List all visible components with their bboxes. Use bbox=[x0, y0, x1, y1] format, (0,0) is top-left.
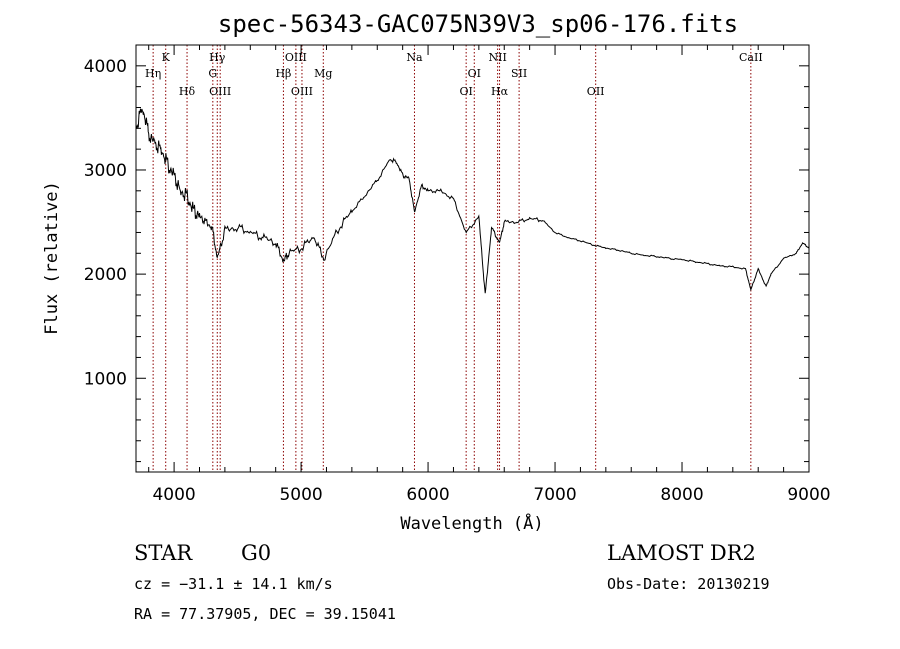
observation-date: Obs-Date: 20130219 bbox=[607, 575, 770, 593]
x-tick-label: 4000 bbox=[152, 485, 195, 505]
x-tick-label: 7000 bbox=[533, 485, 576, 505]
y-tick-label: 3000 bbox=[84, 161, 127, 181]
x-tick-label: 8000 bbox=[660, 485, 703, 505]
emission-line-labels: HηKHδHγGOIIIHβOIIIOIIIMgNaOIOINIIHαSIIOI… bbox=[145, 51, 763, 98]
x-tick-label: 6000 bbox=[406, 485, 449, 505]
object-subclass: G0 bbox=[241, 541, 271, 565]
x-tick-label: 5000 bbox=[279, 485, 322, 505]
x-axis-ticks: 4000 5000 6000 7000 8000 9000 bbox=[148, 45, 831, 505]
emission-line-markers bbox=[152, 45, 752, 472]
survey-name: LAMOST DR2 bbox=[607, 541, 756, 565]
x-axis-label: Wavelength (Å) bbox=[400, 512, 543, 534]
chart-title: spec-56343-GAC075N39V3_sp06-176.fits bbox=[218, 10, 738, 38]
x-tick-label: 9000 bbox=[787, 485, 830, 505]
y-tick-label: 2000 bbox=[84, 265, 127, 285]
y-tick-label: 4000 bbox=[84, 57, 127, 77]
line-label: Na bbox=[406, 51, 423, 64]
line-label: Hγ bbox=[209, 51, 226, 64]
y-tick-label: 1000 bbox=[84, 369, 127, 389]
line-label: OI bbox=[468, 67, 481, 80]
line-label: SII bbox=[511, 67, 527, 80]
line-label: Mg bbox=[314, 67, 332, 80]
line-label: OIII bbox=[291, 85, 313, 98]
plot-frame bbox=[135, 44, 810, 473]
line-label: K bbox=[162, 51, 171, 64]
line-label: OIII bbox=[285, 51, 307, 64]
y-axis-label: Flux (relative) bbox=[42, 181, 62, 335]
line-label: Hη bbox=[145, 67, 161, 80]
line-label: G bbox=[208, 67, 217, 80]
line-label: NII bbox=[488, 51, 506, 64]
line-label: CaII bbox=[739, 51, 763, 64]
coordinates: RA = 77.37905, DEC = 39.15041 bbox=[134, 605, 396, 623]
line-label: OIII bbox=[209, 85, 231, 98]
line-label: OI bbox=[459, 85, 472, 98]
spectrum-line bbox=[135, 108, 810, 294]
line-label: Hα bbox=[491, 85, 509, 98]
line-label: Hβ bbox=[275, 67, 291, 80]
line-label: OII bbox=[587, 85, 605, 98]
line-label: Hδ bbox=[179, 85, 196, 98]
y-axis-ticks: 1000 2000 3000 4000 bbox=[84, 44, 809, 463]
object-class: STAR bbox=[134, 541, 193, 565]
redshift-velocity: cz = −31.1 ± 14.1 km/s bbox=[134, 575, 333, 593]
